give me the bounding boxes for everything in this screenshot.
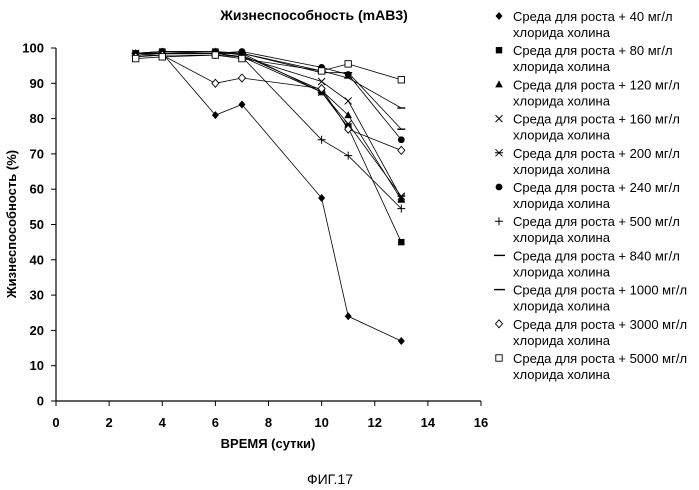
y-axis-title: Жизнеспособность (%) — [4, 150, 19, 299]
data-point — [238, 74, 245, 82]
x-tick-label: 6 — [212, 415, 219, 430]
legend-marker — [496, 355, 502, 361]
data-point — [345, 312, 352, 320]
legend-item: Среда для роста + 3000 мг/лхлорида холин… — [496, 317, 688, 348]
series-2 — [132, 48, 404, 245]
series-line — [136, 55, 402, 209]
legend-marker — [495, 80, 503, 87]
legend-label: Среда для роста + 5000 мг/лхлорида холин… — [513, 351, 687, 382]
data-point — [398, 146, 405, 154]
x-tick-label: 12 — [368, 415, 382, 430]
series-3 — [132, 48, 405, 203]
legend-label: Среда для роста + 1000 мг/лхлорида холин… — [513, 283, 687, 314]
y-tick-label: 10 — [30, 358, 44, 373]
data-point — [345, 97, 352, 104]
data-point — [398, 239, 404, 245]
series-layer — [132, 48, 406, 345]
series-line — [136, 53, 402, 198]
axes: 0 10 20 30 40 50 60 70 80 90 100 0 2 4 6 8 10 12 14 16 — [22, 41, 488, 431]
y-tick-label: 40 — [30, 252, 44, 267]
chart-title: Жизнеспособность (mAB3) — [219, 7, 408, 23]
data-point — [398, 337, 405, 345]
legend-item: Среда для роста + 5000 мг/лхлорида холин… — [496, 351, 687, 382]
legend-marker — [496, 184, 503, 191]
legend-label: Среда для роста + 80 мг/лхлорида холина — [513, 43, 673, 74]
legend-item: Среда для роста + 240 мг/лхлорида холина — [496, 180, 680, 211]
legend-label: Среда для роста + 240 мг/лхлорида холина — [513, 180, 680, 211]
data-point — [239, 55, 245, 61]
y-tick-label: 20 — [30, 323, 44, 338]
x-tick-label: 16 — [474, 415, 488, 430]
legend-item: Среда для роста + 840 мг/лхлорида холина — [494, 248, 680, 279]
legend-label: Среда для роста + 40 мг/лхлорида холина — [513, 9, 673, 40]
y-tick-label: 100 — [22, 41, 44, 56]
x-tick-label: 14 — [421, 415, 436, 430]
data-point — [345, 61, 351, 67]
series-8 — [132, 53, 406, 108]
data-point — [318, 68, 324, 74]
y-tick-label: 70 — [30, 146, 44, 161]
legend-marker — [495, 149, 503, 156]
legend-item: Среда для роста + 500 мг/лхлорида холина — [495, 214, 680, 245]
x-tick-label: 10 — [314, 415, 328, 430]
legend-label: Среда для роста + 160 мг/лхлорида холина — [513, 112, 680, 143]
legend-item: Среда для роста + 40 мг/лхлорида холина — [496, 9, 673, 40]
legend-item: Среда для роста + 200 мг/лхлорида холина — [495, 146, 680, 177]
legend-marker — [496, 320, 503, 328]
series-line — [136, 53, 402, 341]
legend-marker — [496, 47, 502, 53]
legend-marker — [496, 115, 503, 122]
series-4 — [132, 50, 405, 202]
legend-label: Среда для роста + 200 мг/лхлорида холина — [513, 146, 680, 177]
legend-label: Среда для роста + 120 мг/лхлорида холина — [513, 77, 680, 108]
y-tick-label: 60 — [30, 182, 44, 197]
x-tick-label: 8 — [265, 415, 272, 430]
data-point — [132, 55, 138, 61]
x-axis-title: ВРЕМЯ (сутки) — [221, 436, 316, 451]
legend: Среда для роста + 40 мг/лхлорида холинаС… — [494, 9, 687, 382]
legend-marker — [496, 12, 503, 20]
legend-marker — [495, 217, 503, 225]
data-point — [159, 54, 165, 60]
y-tick-label: 0 — [37, 394, 44, 409]
legend-label: Среда для роста + 840 мг/лхлорида холина — [513, 248, 680, 279]
y-tick-label: 30 — [30, 288, 44, 303]
series-5 — [132, 50, 406, 200]
data-point — [398, 136, 405, 143]
x-tick-label: 0 — [52, 415, 59, 430]
series-line — [136, 52, 402, 243]
data-point — [212, 52, 218, 58]
y-tick-label: 50 — [30, 217, 44, 232]
legend-item: Среда для роста + 80 мг/лхлорида холина — [496, 43, 673, 74]
legend-item: Среда для роста + 1000 мг/лхлорида холин… — [494, 283, 687, 314]
legend-label: Среда для роста + 500 мг/лхлорида холина — [513, 214, 680, 245]
x-tick-label: 2 — [106, 415, 113, 430]
y-tick-label: 80 — [30, 111, 44, 126]
data-point — [398, 77, 404, 83]
legend-label: Среда для роста + 3000 мг/лхлорида холин… — [513, 317, 687, 348]
figure-caption: ФИГ.17 — [307, 471, 353, 487]
x-tick-label: 4 — [159, 415, 167, 430]
y-tick-label: 90 — [30, 76, 44, 91]
legend-item: Среда для роста + 120 мг/лхлорида холина — [495, 77, 680, 108]
series-line — [136, 53, 402, 108]
data-point — [212, 79, 219, 87]
legend-item: Среда для роста + 160 мг/лхлорида холина — [496, 112, 680, 143]
series-7 — [132, 51, 406, 213]
